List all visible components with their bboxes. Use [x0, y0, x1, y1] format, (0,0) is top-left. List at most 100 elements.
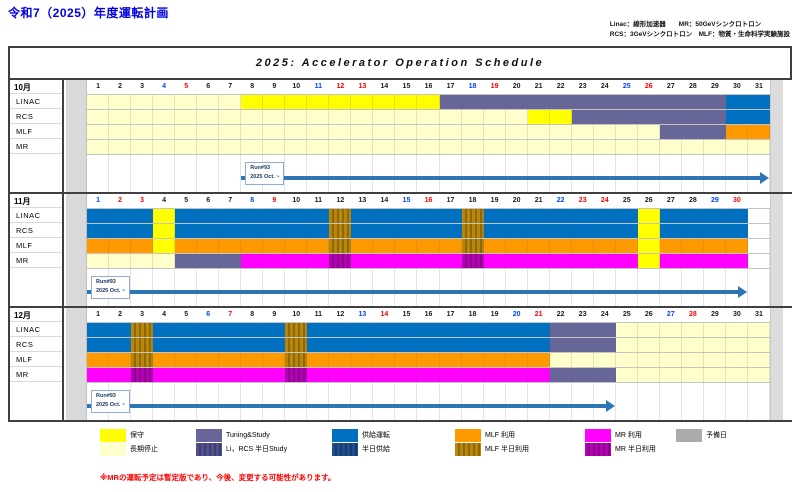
- machine-row: [87, 109, 770, 124]
- gridline-cell: [153, 383, 176, 420]
- gridline-cell: [395, 383, 418, 420]
- machine-row: [87, 139, 770, 154]
- run-label: Run#93: [250, 165, 271, 171]
- day-number: 10: [292, 311, 301, 318]
- day-number: 15: [402, 83, 411, 90]
- spacer-column: [66, 80, 87, 192]
- day-number: 23: [578, 197, 587, 204]
- gridline-cell: [506, 383, 528, 420]
- gridline-cell: [351, 269, 374, 306]
- legend-swatch-shutdown: [100, 442, 126, 456]
- schedule-segment-supply: [351, 209, 462, 223]
- schedule-segment-mlf_half: [329, 224, 352, 238]
- day-number: 12: [336, 83, 345, 90]
- legend-group-mlf: MLF 利用 MLF 半日利用: [455, 428, 529, 456]
- day-number: 2: [118, 83, 122, 90]
- gridline-cell: [682, 269, 704, 306]
- gridline-cell: [263, 383, 286, 420]
- day-number: 29: [710, 311, 719, 318]
- gridline-cell: [550, 383, 572, 420]
- schedule-segment-mr: [483, 254, 638, 268]
- day-number: 14: [380, 83, 389, 90]
- right-margin-column: [770, 80, 793, 192]
- gridline-cell: [307, 155, 330, 192]
- day-number: 12: [336, 197, 345, 204]
- gridline-cell: [175, 269, 198, 306]
- machine-row-label: MLF: [10, 352, 62, 367]
- schedule-segment-tuning: [439, 95, 726, 109]
- run-sublabel: 2025 Oct. ~: [96, 288, 126, 295]
- day-number: 6: [206, 311, 211, 318]
- gridline-cell: [329, 269, 352, 306]
- day-number: 30: [733, 197, 741, 204]
- schedule-segment-supply: [725, 95, 770, 109]
- machine-row-label: MR: [10, 139, 62, 154]
- schedule-segment-supply: [659, 209, 748, 223]
- legend-label-tuning-half: Li，RCS 半日Study: [226, 446, 288, 453]
- day-number: 9: [272, 83, 277, 90]
- run-period-lane: Run#93 2025 Oct. ~: [87, 382, 770, 420]
- schedule-segment-mlf: [659, 239, 748, 253]
- months-container: 10月 LINAC RCS MLF MR 1 2 3 4 5 6 7 8 9 10 11 12 13 14 15 16 1…: [10, 80, 793, 420]
- legend-label-reserve: 予備日: [706, 432, 727, 439]
- day-number: 7: [228, 197, 233, 204]
- schedule-segment-mlf: [351, 239, 462, 253]
- day-number: 14: [380, 311, 389, 318]
- day-number: 26: [644, 197, 653, 204]
- schedule-segment-mlf_half: [285, 353, 308, 367]
- gridline-cell: [462, 155, 484, 192]
- gridline-cell: [594, 155, 616, 192]
- run-period-arrow: [241, 172, 769, 184]
- day-number: 8: [250, 83, 255, 90]
- day-gridlines: [87, 383, 770, 420]
- schedule-segment-maintenance: [153, 224, 176, 238]
- schedule-segment-mr: [153, 368, 286, 382]
- schedule-segment-maintenance: [637, 224, 660, 238]
- right-margin-column: [770, 308, 793, 420]
- abbreviation-note-line2: RCS：3GeVシンクロトロン MLF：物質・生命科学実験施設: [609, 31, 790, 39]
- machine-row-label: RCS: [10, 109, 62, 124]
- schedule-segment-mlf: [153, 353, 286, 367]
- legend: 保守 長期停止 Tuning&Study Li，RCS 半日Study 供給運転…: [0, 428, 800, 466]
- gridline-cell: [616, 269, 638, 306]
- schedule-segment-supply: [483, 209, 638, 223]
- month-label: 11月: [10, 194, 62, 208]
- schedule-segment-mlf_half: [285, 323, 308, 337]
- schedule-segment-mr: [87, 368, 132, 382]
- machine-row-label: MR: [10, 367, 62, 382]
- schedule-segment-shutdown: [615, 338, 770, 352]
- schedule-segment-shutdown: [87, 140, 770, 154]
- machine-row-label: LINAC: [10, 208, 62, 223]
- month-section: 12月 LINAC RCS MLF MR 1 2 3 4 5 6 7 8 9 10 11 12 13 14 15 16 1…: [10, 306, 793, 420]
- schedule-segment-shutdown: [87, 110, 528, 124]
- gridline-cell: [153, 155, 176, 192]
- day-number: 26: [644, 83, 653, 90]
- schedule-segment-mr: [241, 254, 330, 268]
- schedule-segment-mr_half: [461, 254, 484, 268]
- legend-label-mr-half: MR 半日利用: [615, 446, 656, 453]
- schedule-segment-mlf_half: [461, 209, 484, 223]
- legend-label-mlf-half: MLF 半日利用: [485, 446, 529, 453]
- gridline-cell: [307, 269, 330, 306]
- gridline-cell: [682, 155, 704, 192]
- month-section: 11月 LINAC RCS MLF MR 1 2 3 4 5 6 7 8 9 10 11 12 13 14 15 16 1…: [10, 192, 793, 306]
- legend-group-tuning: Tuning&Study Li，RCS 半日Study: [196, 428, 287, 456]
- schedule-segment-supply: [153, 323, 286, 337]
- day-number: 29: [710, 83, 719, 90]
- gridline-cell: [131, 383, 154, 420]
- gridline-cell: [638, 383, 660, 420]
- gridline-cell: [748, 224, 770, 238]
- day-number: 10: [292, 83, 301, 90]
- abbreviation-note-line1: Linac：線形加速器 MR：50GeVシンクロトロン: [609, 21, 762, 28]
- gridline-cell: [726, 155, 748, 192]
- machine-row: [87, 337, 770, 352]
- schedule-segment-maintenance: [637, 209, 660, 223]
- run-arrow-head: [605, 400, 615, 412]
- gridline-cell: [263, 269, 286, 306]
- day-number: 15: [402, 197, 411, 204]
- schedule-segment-shutdown: [549, 353, 770, 367]
- day-number: 30: [733, 311, 741, 318]
- gridline-cell: [131, 155, 154, 192]
- day-number-header: 1 2 3 4 5 6 7 8 9 10 11 12 13 14 15 16 17 18 19 20 21 22 23 24 2…: [87, 80, 770, 94]
- run-period-lane: Run#93 2025 Oct. ~: [87, 268, 770, 306]
